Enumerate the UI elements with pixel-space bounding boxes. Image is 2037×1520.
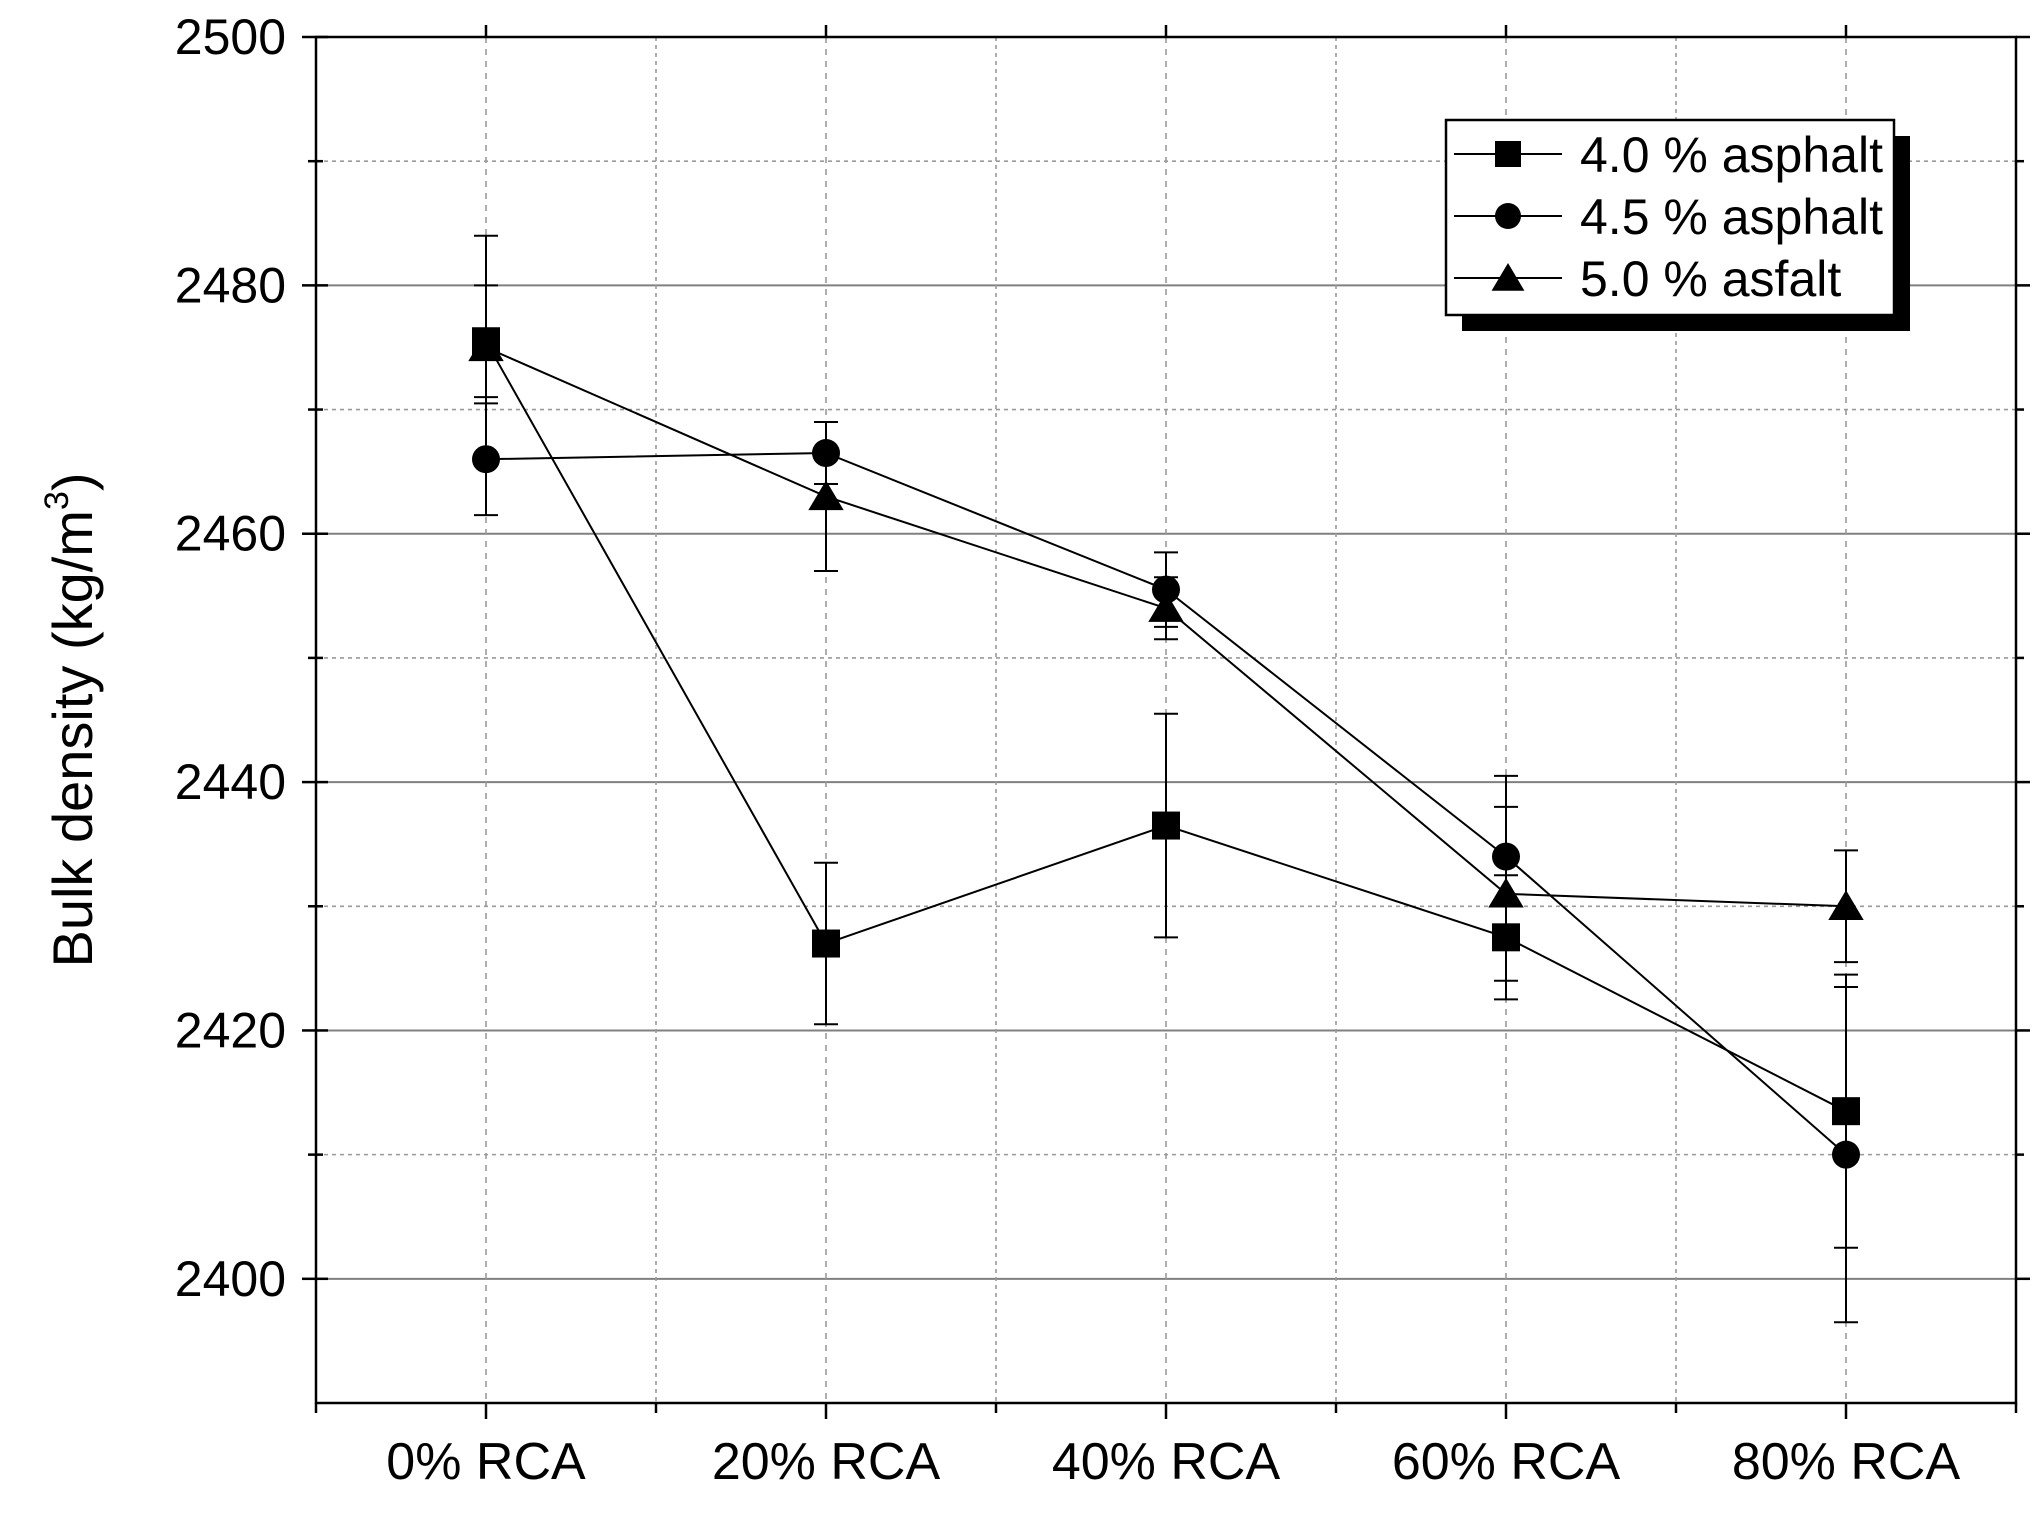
x-tick-label: 20% RCA xyxy=(712,1433,941,1491)
data-point-square xyxy=(1152,811,1180,840)
series-triangle xyxy=(468,234,1864,982)
data-point-triangle xyxy=(468,331,504,362)
y-axis-label-close: ) xyxy=(41,472,104,491)
legend-label: 4.5 % asphalt xyxy=(1580,189,1883,245)
axes: 2400 2420 2440 2460 2480 2500 0% RCA 20% RCA 40%… xyxy=(175,9,2030,1491)
y-tick-label: 2500 xyxy=(175,9,286,65)
y-tick-label: 2420 xyxy=(175,1002,286,1058)
x-tick-label: 60% RCA xyxy=(1392,1433,1621,1491)
x-tick-label: 40% RCA xyxy=(1052,1433,1281,1491)
data-point-triangle xyxy=(808,480,844,511)
data-point-triangle xyxy=(1828,890,1864,920)
x-tick-label: 80% RCA xyxy=(1732,1433,1961,1491)
data-point-triangle xyxy=(1148,592,1184,622)
y-axis-label-superscript: 3 xyxy=(38,491,76,510)
legend: 4.0 % asphalt 4.5 % asphalt 5.0 % asfalt xyxy=(1444,118,1910,331)
series xyxy=(468,234,1864,1324)
series-square xyxy=(472,284,1860,1249)
y-tick-label: 2400 xyxy=(175,1251,286,1307)
y-tick-label: 2480 xyxy=(175,257,286,313)
y-axis-label: Bulk density (kg/m3) xyxy=(38,472,104,967)
y-tick-label: 2440 xyxy=(175,754,286,810)
y-tick-label: 2460 xyxy=(175,506,286,562)
legend-marker-triangle xyxy=(1491,263,1525,291)
data-point-square xyxy=(812,929,840,958)
data-point-triangle xyxy=(1488,877,1524,908)
x-tick-label: 0% RCA xyxy=(386,1433,586,1491)
legend-label: 5.0 % asfalt xyxy=(1580,251,1841,307)
legend-label: 4.0 % asphalt xyxy=(1580,127,1883,183)
legend-marker-circle xyxy=(1495,203,1521,229)
y-axis-label-text: Bulk density (kg/m xyxy=(41,510,104,968)
legend-marker-square xyxy=(1495,141,1521,167)
data-point-circle xyxy=(1832,1140,1860,1169)
